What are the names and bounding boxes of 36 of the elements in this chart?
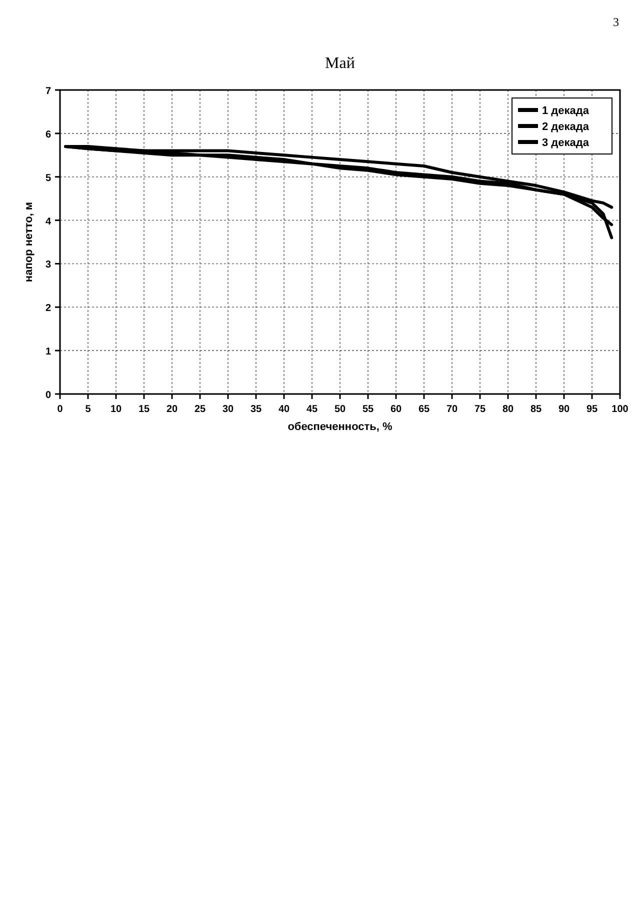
x-tick-label: 10 [110,404,122,415]
x-tick-label: 100 [612,404,629,415]
y-tick-label: 2 [45,303,52,314]
y-tick-label: 3 [45,260,52,271]
x-tick-label: 5 [85,404,92,415]
x-tick-label: 80 [502,404,514,415]
x-tick-label: 60 [390,404,402,415]
text: 3 [613,15,619,29]
y-tick-label: 7 [45,86,52,97]
legend-label: 3 декада [542,137,590,149]
x-tick-label: 90 [558,404,570,415]
chart-title: Май [325,55,356,72]
x-tick-label: 20 [166,404,178,415]
y-tick-label: 1 [45,346,52,358]
legend-label: 2 декада [542,121,590,133]
x-tick-label: 65 [418,404,430,415]
y-tick-label: 5 [45,172,52,184]
x-tick-label: 75 [474,404,486,415]
y-tick-label: 0 [45,390,52,401]
x-tick-label: 40 [278,404,290,415]
x-tick-label: 0 [57,404,64,415]
x-tick-label: 25 [194,404,206,415]
x-tick-label: 95 [586,404,598,415]
y-axis-title: напор нетто, м [23,202,35,282]
x-tick-label: 30 [222,404,234,415]
y-tick-label: 4 [45,216,52,228]
x-tick-label: 55 [362,404,374,415]
x-tick-label: 85 [530,404,542,415]
x-axis-title: обеспеченность, % [288,421,393,433]
x-tick-label: 35 [250,404,262,415]
legend-label: 1 декада [542,105,590,117]
x-tick-label: 15 [138,404,150,415]
x-tick-label: 50 [334,404,346,415]
y-tick-label: 6 [45,129,52,140]
x-tick-label: 45 [306,404,318,415]
x-tick-label: 70 [446,404,458,415]
